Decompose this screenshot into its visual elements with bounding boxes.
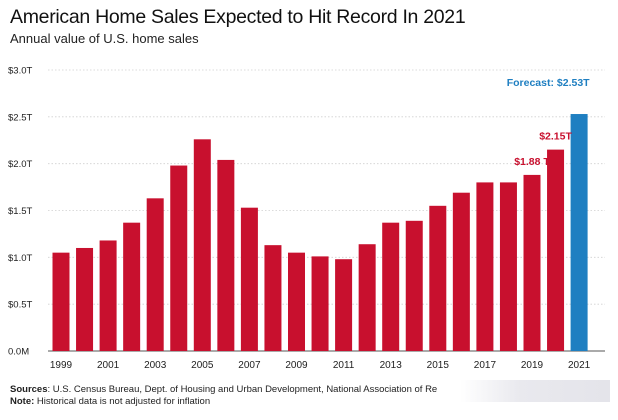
bar <box>547 149 565 351</box>
bar <box>358 244 376 351</box>
x-tick-label: 2001 <box>97 360 120 371</box>
note-line: Note: Historical data is not adjusted fo… <box>10 396 600 408</box>
x-tick-label: 1999 <box>50 360 73 371</box>
x-tick-label: 2007 <box>238 360 261 371</box>
bar <box>429 205 447 351</box>
x-tick-label: 2011 <box>333 360 355 371</box>
note-text: Historical data is not adjusted for infl… <box>34 396 211 407</box>
y-tick-label: $2.0T <box>8 159 32 170</box>
bar <box>288 252 305 351</box>
bar <box>452 192 470 351</box>
bar <box>476 182 494 351</box>
sources-label: Sources <box>10 384 48 395</box>
chart-title: American Home Sales Expected to Hit Reco… <box>10 6 466 28</box>
bar <box>217 159 235 351</box>
y-tick-label: $0.5T <box>8 300 32 311</box>
x-tick-label: 2009 <box>285 360 308 371</box>
data-label: $1.88 T <box>514 156 550 168</box>
forecast-bar <box>570 114 588 351</box>
bar <box>52 252 70 351</box>
bar <box>405 220 423 351</box>
x-tick-label: 2015 <box>427 360 450 371</box>
sources-line: Sources: U.S. Census Bureau, Dept. of Ho… <box>10 384 600 396</box>
bar <box>523 174 541 351</box>
y-tick-label: $2.5T <box>8 112 32 123</box>
bar <box>382 222 400 351</box>
x-tick-label: 2013 <box>380 360 403 371</box>
y-tick-label: $1.5T <box>8 206 32 217</box>
bar <box>123 222 141 351</box>
x-tick-label: 2003 <box>144 360 167 371</box>
x-tick-label: 2005 <box>191 360 214 371</box>
chart-footer: Sources: U.S. Census Bureau, Dept. of Ho… <box>10 384 600 408</box>
chart-subtitle: Annual value of U.S. home sales <box>10 31 199 46</box>
bar <box>76 247 94 351</box>
x-tick-label: 2021 <box>568 360 591 371</box>
sources-text: : U.S. Census Bureau, Dept. of Housing a… <box>47 384 438 395</box>
y-tick-label: 0.0M <box>8 347 29 358</box>
bar <box>311 256 329 351</box>
y-tick-label: $3.0T <box>8 66 32 77</box>
data-label: Forecast: $2.53T <box>507 77 590 89</box>
bar <box>170 165 188 351</box>
bar <box>99 240 117 351</box>
y-tick-label: $1.0T <box>8 253 32 264</box>
x-tick-label: 2017 <box>474 360 497 371</box>
bar <box>264 245 282 351</box>
bar <box>240 207 258 351</box>
bar <box>335 259 353 351</box>
bar <box>499 182 517 351</box>
bar <box>146 198 164 351</box>
data-label: $2.15T <box>539 131 572 143</box>
bar <box>193 139 211 351</box>
note-label: Note: <box>10 396 35 407</box>
watermark-blur <box>460 380 610 402</box>
x-tick-label: 2019 <box>521 360 544 371</box>
